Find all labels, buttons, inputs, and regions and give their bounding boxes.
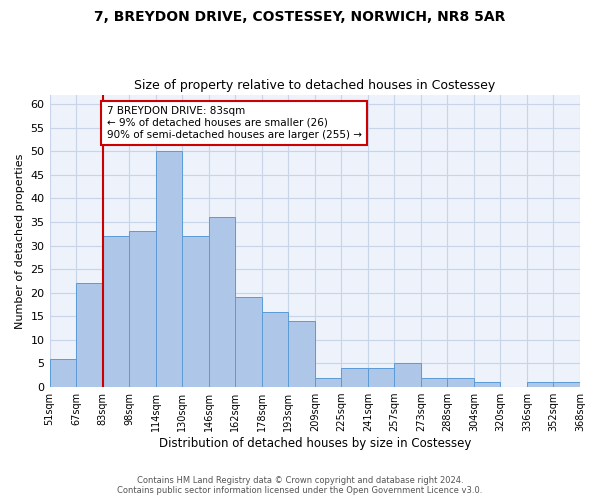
Bar: [182, 236, 209, 387]
Bar: [527, 382, 553, 387]
Text: Contains HM Land Registry data © Crown copyright and database right 2024.
Contai: Contains HM Land Registry data © Crown c…: [118, 476, 482, 495]
X-axis label: Distribution of detached houses by size in Costessey: Distribution of detached houses by size …: [158, 437, 471, 450]
Bar: [315, 378, 341, 387]
Bar: [341, 368, 368, 387]
Bar: [288, 321, 315, 387]
Title: Size of property relative to detached houses in Costessey: Size of property relative to detached ho…: [134, 79, 496, 92]
Bar: [421, 378, 448, 387]
Bar: [553, 382, 580, 387]
Bar: [50, 359, 76, 387]
Bar: [448, 378, 474, 387]
Bar: [474, 382, 500, 387]
Text: 7, BREYDON DRIVE, COSTESSEY, NORWICH, NR8 5AR: 7, BREYDON DRIVE, COSTESSEY, NORWICH, NR…: [94, 10, 506, 24]
Text: 7 BREYDON DRIVE: 83sqm
← 9% of detached houses are smaller (26)
90% of semi-deta: 7 BREYDON DRIVE: 83sqm ← 9% of detached …: [107, 106, 362, 140]
Bar: [129, 232, 155, 387]
Bar: [103, 236, 129, 387]
Bar: [368, 368, 394, 387]
Bar: [76, 284, 103, 387]
Bar: [262, 312, 288, 387]
Bar: [209, 217, 235, 387]
Bar: [235, 298, 262, 387]
Y-axis label: Number of detached properties: Number of detached properties: [15, 153, 25, 328]
Bar: [155, 151, 182, 387]
Bar: [394, 364, 421, 387]
